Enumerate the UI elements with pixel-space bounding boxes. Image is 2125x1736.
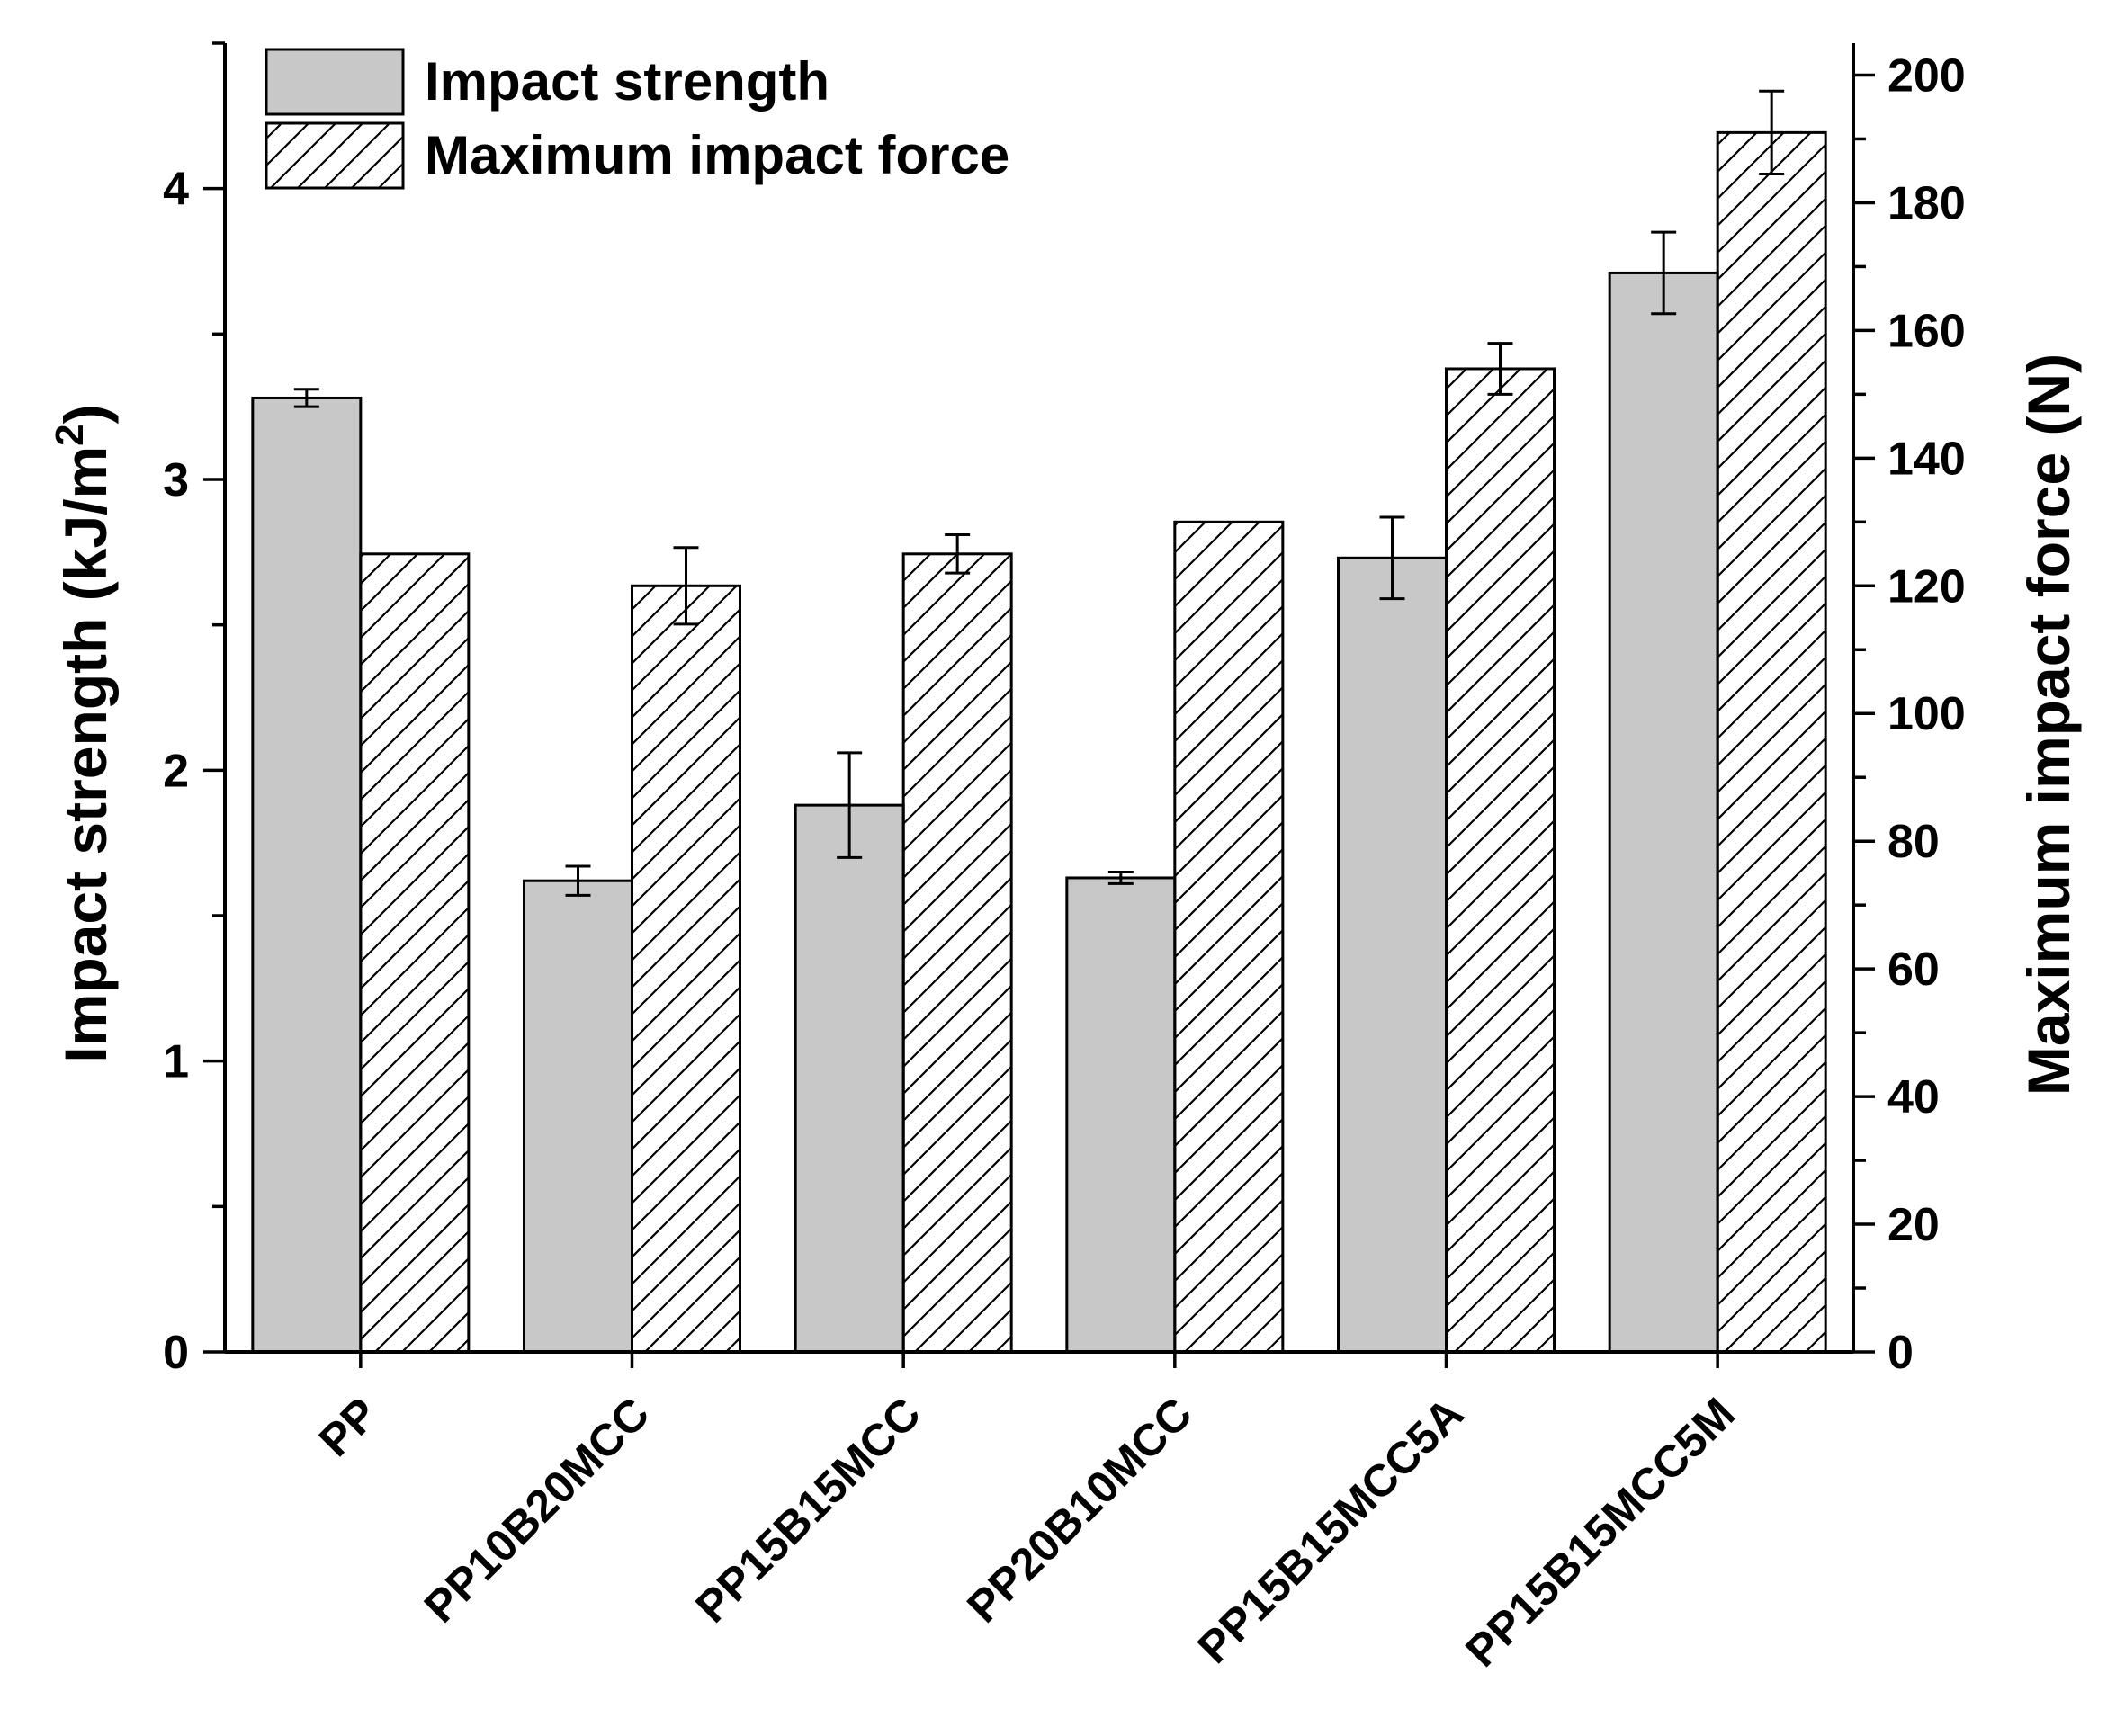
error-bars-layer: [293, 89, 1785, 897]
left-tick-label-2: 2: [163, 745, 189, 797]
right-tick-label-2: 40: [1887, 1071, 1940, 1123]
error-bar-impact-strength-2: [837, 751, 863, 859]
legend-label-1: Maximum impact force: [425, 125, 1009, 185]
legend-item-0: Impact strength: [265, 48, 829, 116]
error-bar-max-impact-force-4: [1487, 342, 1513, 396]
category-label-1: PP10B20MCC: [415, 1388, 659, 1632]
bar-impact-strength-1: [523, 879, 633, 1354]
right-tick-label-4: 80: [1887, 816, 1940, 868]
axes-layer: [203, 41, 1875, 1368]
category-label-3: PP20B10MCC: [957, 1388, 1201, 1632]
error-bar-impact-strength-5: [1651, 230, 1677, 316]
category-label-5: PP15B15MCC5M: [1456, 1388, 1744, 1677]
bar-impact-strength-4: [1337, 556, 1448, 1354]
legend: Impact strength Maximum impact force: [265, 48, 1009, 190]
bar-max-impact-force-5: [1716, 130, 1827, 1354]
right-tick-label-9: 180: [1887, 177, 1966, 229]
category-label-0: PP: [309, 1388, 388, 1466]
legend-swatch-hatched: [265, 121, 405, 190]
error-bar-max-impact-force-1: [673, 546, 699, 626]
bar-impact-strength-0: [251, 396, 363, 1354]
error-bar-impact-strength-4: [1379, 515, 1405, 601]
bars-layer: [251, 130, 1827, 1354]
left-tick-label-3: 3: [163, 454, 189, 506]
right-tick-label-7: 140: [1887, 433, 1966, 485]
legend-label-0: Impact strength: [425, 51, 829, 112]
right-tick-label-3: 60: [1887, 944, 1940, 996]
bar-impact-strength-5: [1608, 271, 1719, 1354]
category-label-2: PP15B15MCC: [686, 1388, 929, 1632]
bar-max-impact-force-2: [901, 552, 1013, 1354]
right-axis-title: Maximum impact force (N): [2015, 353, 2082, 1096]
bar-max-impact-force-4: [1445, 367, 1556, 1354]
right-tick-label-1: 20: [1887, 1199, 1940, 1251]
error-bar-impact-strength-1: [565, 864, 591, 897]
legend-swatch-solid: [265, 48, 405, 116]
bar-max-impact-force-3: [1173, 520, 1285, 1354]
bar-impact-strength-3: [1065, 876, 1177, 1354]
left-tick-label-0: 0: [163, 1327, 189, 1379]
error-bar-impact-strength-3: [1107, 871, 1134, 885]
legend-item-1: Maximum impact force: [265, 121, 1009, 190]
bar-max-impact-force-0: [359, 552, 471, 1354]
error-bar-max-impact-force-2: [945, 533, 971, 575]
right-tick-label-5: 100: [1887, 688, 1966, 740]
left-tick-label-4: 4: [163, 164, 189, 216]
right-tick-label-0: 0: [1887, 1327, 1914, 1379]
error-bar-impact-strength-0: [293, 388, 319, 408]
right-tick-label-8: 160: [1887, 305, 1966, 357]
left-tick-label-1: 1: [163, 1036, 189, 1088]
error-bar-max-impact-force-5: [1759, 89, 1785, 175]
right-tick-label-6: 120: [1887, 560, 1966, 613]
bar-max-impact-force-1: [631, 584, 741, 1354]
right-tick-label-10: 200: [1887, 49, 1966, 102]
category-label-4: PP15B15MCC5A: [1188, 1388, 1474, 1673]
bar-impact-strength-2: [794, 803, 905, 1354]
left-axis-title: Impact strength (kJ/m2): [48, 404, 119, 1062]
